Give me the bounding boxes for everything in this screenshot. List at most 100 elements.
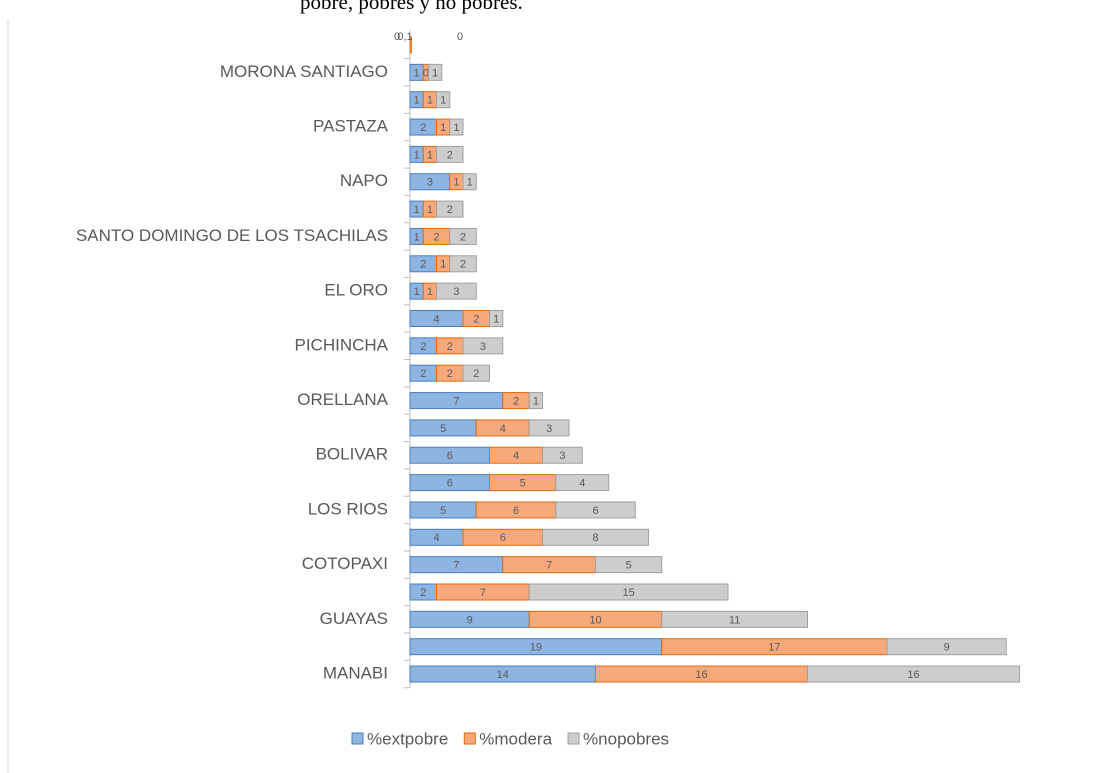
value-label: 4 bbox=[433, 532, 439, 544]
bar-segment bbox=[436, 145, 464, 163]
legend-label: %nopobres bbox=[583, 729, 669, 748]
value-label: 2 bbox=[447, 341, 453, 353]
value-label: 1 bbox=[414, 149, 420, 161]
category-label: PASTAZA bbox=[313, 117, 389, 136]
value-label: 0,1 bbox=[397, 31, 412, 43]
value-label: 3 bbox=[559, 450, 565, 462]
value-label: 17 bbox=[768, 642, 780, 654]
value-label: 16 bbox=[695, 669, 707, 681]
category-label: NAPO bbox=[340, 171, 388, 190]
value-label: 4 bbox=[500, 423, 506, 435]
category-label: PICHINCHA bbox=[294, 335, 388, 354]
value-label: 3 bbox=[453, 286, 459, 298]
bar-segment bbox=[462, 173, 477, 191]
value-label: 2 bbox=[447, 368, 453, 380]
value-label: 7 bbox=[480, 587, 486, 599]
value-label: 7 bbox=[453, 560, 459, 572]
bar-segment bbox=[428, 63, 443, 81]
value-label: 2 bbox=[420, 259, 426, 271]
value-label: 6 bbox=[500, 532, 506, 544]
value-label: 0 bbox=[457, 31, 463, 43]
value-label: 1 bbox=[440, 122, 446, 134]
bar-segment bbox=[528, 583, 729, 601]
value-label: 5 bbox=[626, 560, 632, 572]
bar-segment bbox=[449, 255, 477, 273]
bar-segment bbox=[528, 419, 570, 437]
bar-segment bbox=[436, 200, 464, 218]
value-label: 1 bbox=[427, 95, 433, 107]
bar-segment bbox=[449, 227, 477, 245]
value-label: 1 bbox=[427, 286, 433, 298]
value-label: 2 bbox=[447, 149, 453, 161]
chart-title: pobre, pobres y no pobres. bbox=[300, 0, 523, 14]
bar-segment bbox=[886, 638, 1007, 656]
value-label: 1 bbox=[414, 286, 420, 298]
value-label: 1 bbox=[414, 95, 420, 107]
value-label: 4 bbox=[433, 313, 439, 325]
value-label: 1 bbox=[493, 313, 499, 325]
value-label: 1 bbox=[467, 177, 473, 189]
value-label: 5 bbox=[440, 505, 446, 517]
value-label: 1 bbox=[427, 149, 433, 161]
value-label: 1 bbox=[414, 67, 420, 79]
value-label: 7 bbox=[453, 395, 459, 407]
bar-segment bbox=[462, 337, 504, 355]
bar-segment bbox=[542, 528, 649, 546]
value-label: 2 bbox=[460, 231, 466, 243]
value-label: 1 bbox=[440, 95, 446, 107]
value-label: 4 bbox=[579, 478, 585, 490]
value-label: 3 bbox=[427, 177, 433, 189]
bar-segment bbox=[661, 610, 808, 628]
value-label: 6 bbox=[447, 478, 453, 490]
value-label: 1 bbox=[440, 259, 446, 271]
value-label: 1 bbox=[533, 395, 539, 407]
value-label: 2 bbox=[460, 259, 466, 271]
category-label: MANABI bbox=[323, 664, 388, 683]
value-label: 0 bbox=[423, 67, 429, 79]
value-label: 2 bbox=[420, 341, 426, 353]
value-label: 9 bbox=[944, 642, 950, 654]
value-label: 15 bbox=[623, 587, 635, 599]
legend-swatch bbox=[463, 732, 476, 745]
value-label: 16 bbox=[907, 669, 919, 681]
value-label: 2 bbox=[433, 231, 439, 243]
bar-segment bbox=[528, 392, 543, 410]
value-label: 9 bbox=[467, 614, 473, 626]
value-label: 14 bbox=[497, 669, 509, 681]
value-label: 11 bbox=[729, 614, 740, 626]
value-label: 1 bbox=[414, 231, 420, 243]
bar-segment bbox=[807, 665, 1020, 683]
legend-label: %extpobre bbox=[367, 729, 448, 748]
value-label: 3 bbox=[480, 341, 486, 353]
value-label: 4 bbox=[513, 450, 519, 462]
bar-segment bbox=[489, 310, 504, 327]
value-label: 2 bbox=[447, 204, 453, 216]
value-label: 3 bbox=[546, 423, 552, 435]
value-label: 2 bbox=[420, 587, 426, 599]
value-label: 1 bbox=[414, 204, 420, 216]
legend-swatch bbox=[567, 732, 580, 745]
category-label: COTOPAXI bbox=[302, 554, 388, 573]
category-label: LOS RIOS bbox=[308, 499, 388, 518]
value-label: 10 bbox=[589, 614, 601, 626]
value-label: 1 bbox=[453, 122, 459, 134]
category-label: MORONA SANTIAGO bbox=[220, 62, 388, 81]
value-label: 5 bbox=[520, 478, 526, 490]
value-label: 6 bbox=[447, 450, 453, 462]
category-label: BOLIVAR bbox=[316, 445, 388, 464]
bar-segment bbox=[462, 364, 490, 382]
legend-label: %modera bbox=[479, 729, 552, 748]
value-label: 2 bbox=[473, 368, 479, 380]
value-label: 7 bbox=[546, 560, 552, 572]
value-label: 1 bbox=[432, 67, 438, 79]
legend-swatch bbox=[351, 732, 364, 745]
value-label: 1 bbox=[427, 204, 433, 216]
value-label: 2 bbox=[420, 122, 426, 134]
bar-segment bbox=[595, 556, 663, 574]
bar-segment bbox=[555, 501, 636, 519]
value-label: 1 bbox=[453, 177, 459, 189]
category-label: GUAYAS bbox=[320, 609, 388, 628]
value-label: 8 bbox=[592, 532, 598, 544]
value-label: 19 bbox=[530, 642, 542, 654]
